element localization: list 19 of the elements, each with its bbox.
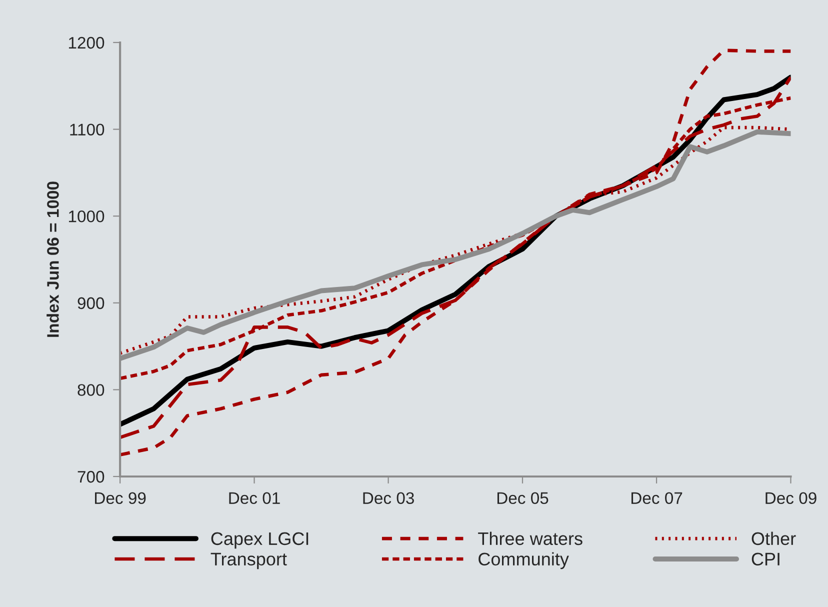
legend-label: Capex LGCI <box>211 532 308 549</box>
legend-label: Transport <box>210 552 287 570</box>
y-tick-label: 700 <box>78 470 104 483</box>
y-tick-label: 1200 <box>68 36 104 49</box>
y-tick-label: 1000 <box>68 210 104 222</box>
x-tick-label: Dec 01 <box>229 492 280 504</box>
legend-label: CPI <box>752 552 780 566</box>
legend-label: Other <box>752 532 796 546</box>
x-tick-label: Dec 99 <box>95 492 146 504</box>
legend-label: Community <box>478 552 569 570</box>
y-tick-label: 1100 <box>70 124 104 136</box>
x-tick-label: Dec 09 <box>766 492 816 504</box>
x-tick-label: Dec 07 <box>631 492 682 504</box>
x-tick-label: Dec 05 <box>497 492 548 504</box>
x-tick-label: Dec 03 <box>363 492 414 504</box>
y-axis-title: Index Jun 06 = 1000 <box>46 182 59 337</box>
legend-label: Three waters <box>478 532 582 546</box>
y-tick-label: 800 <box>78 384 104 396</box>
y-tick-label: 900 <box>78 297 104 310</box>
